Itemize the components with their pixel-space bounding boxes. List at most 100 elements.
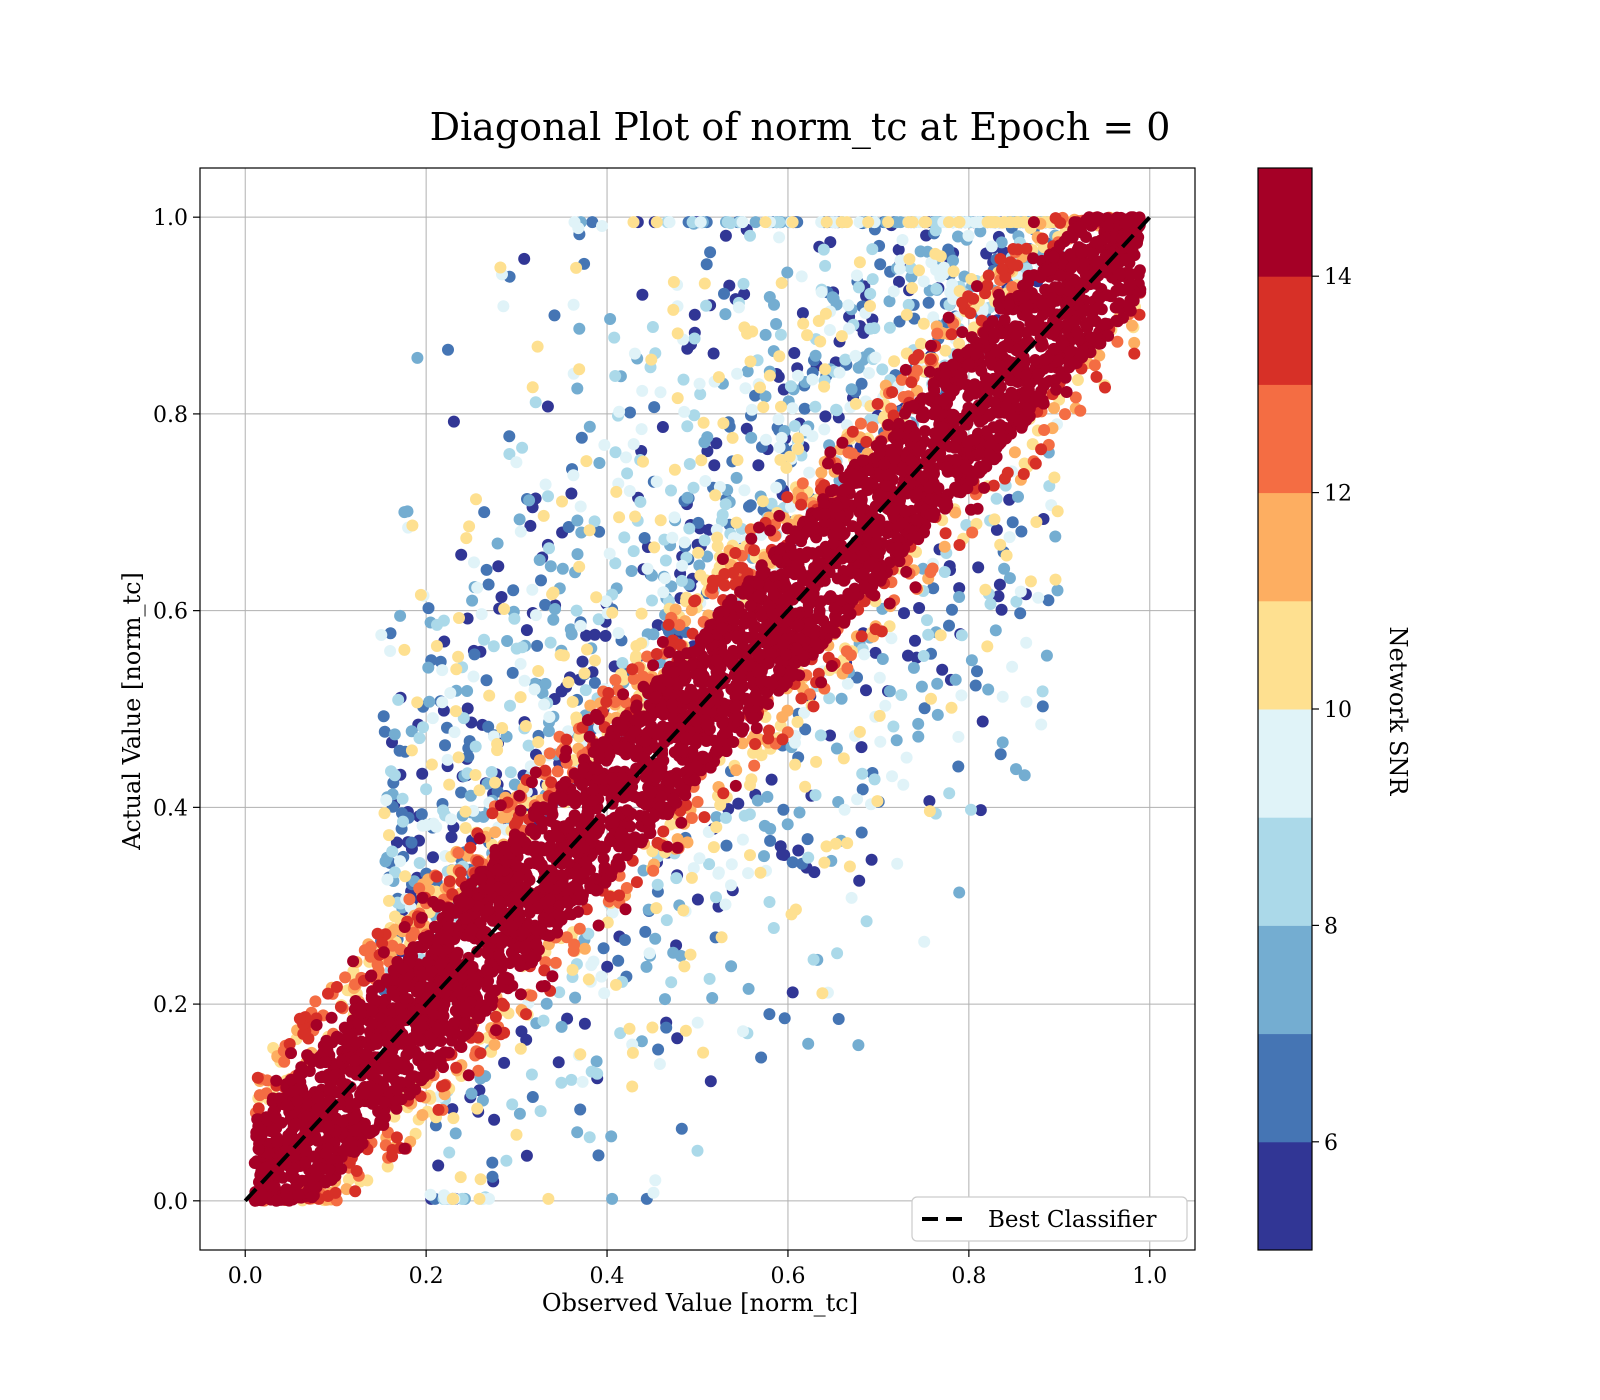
scatter-point xyxy=(1049,212,1062,225)
scatter-point xyxy=(781,266,794,279)
scatter-point xyxy=(799,723,812,736)
scatter-point xyxy=(818,856,831,869)
scatter-point xyxy=(823,324,836,336)
scatter-point xyxy=(325,1011,338,1024)
scatter-point xyxy=(1006,281,1019,293)
scatter-point xyxy=(585,959,598,972)
scatter-point xyxy=(500,1154,513,1167)
scatter-point xyxy=(858,648,871,661)
scatter-point xyxy=(1060,386,1073,398)
scatter-point xyxy=(693,852,706,865)
scatter-point xyxy=(883,321,896,334)
scatter-point xyxy=(430,640,443,652)
scatter-point xyxy=(1001,466,1014,479)
scatter-point xyxy=(411,696,424,709)
scatter-point xyxy=(447,1112,460,1125)
scatter-point xyxy=(489,1010,502,1023)
scatter-point xyxy=(994,538,1007,551)
scatter-point xyxy=(596,220,608,232)
scatter-point xyxy=(1128,347,1141,360)
scatter-point xyxy=(432,1103,445,1116)
scatter-point xyxy=(716,553,729,565)
scatter-point xyxy=(453,612,465,624)
scatter-point xyxy=(514,1042,527,1055)
scatter-point xyxy=(503,430,516,443)
scatter-point xyxy=(943,619,955,632)
scatter-point xyxy=(489,826,502,839)
scatter-point xyxy=(570,711,583,724)
scatter-point xyxy=(967,292,980,305)
scatter-point xyxy=(777,803,790,816)
scatter-point xyxy=(939,344,952,357)
scatter-point xyxy=(760,433,772,446)
scatter-point xyxy=(955,629,968,642)
scatter-point xyxy=(864,287,877,300)
scatter-point xyxy=(252,1102,265,1115)
scatter-point xyxy=(643,947,656,960)
scatter-point xyxy=(656,421,669,433)
scatter-point xyxy=(378,807,391,820)
scatter-point xyxy=(1059,408,1071,421)
scatter-point xyxy=(1051,505,1064,518)
scatter-point xyxy=(416,891,429,904)
scatter-point xyxy=(380,794,393,807)
scatter-point xyxy=(1038,424,1051,436)
scatter-point xyxy=(971,665,983,678)
scatter-point xyxy=(712,371,725,384)
scatter-point xyxy=(460,532,473,545)
scatter-point xyxy=(654,386,667,399)
scatter-point xyxy=(492,560,505,573)
scatter-point xyxy=(1049,573,1062,586)
scatter-point xyxy=(371,927,384,940)
scatter-point xyxy=(514,804,527,817)
scatter-point xyxy=(616,657,629,669)
scatter-point xyxy=(624,406,636,419)
scatter-point xyxy=(886,770,898,783)
scatter-point xyxy=(638,532,651,544)
scatter-point xyxy=(716,508,729,521)
scatter-point xyxy=(838,803,851,816)
scatter-point xyxy=(427,851,439,864)
scatter-point xyxy=(660,914,673,927)
scatter-point xyxy=(322,1190,334,1202)
scatter-point xyxy=(565,487,578,500)
scatter-point xyxy=(947,265,960,278)
scatter-point xyxy=(665,976,678,989)
scatter-point xyxy=(610,978,622,991)
scatter-point xyxy=(469,769,482,781)
scatter-point xyxy=(815,286,828,298)
scatter-point xyxy=(388,728,401,741)
scatter-point xyxy=(692,546,705,559)
scatter-point xyxy=(675,1122,688,1135)
scatter-point xyxy=(888,355,901,368)
scatter-point xyxy=(553,986,566,999)
scatter-point xyxy=(452,751,465,764)
scatter-point xyxy=(1126,319,1138,332)
scatter-point xyxy=(531,340,544,353)
scatter-point xyxy=(966,526,979,539)
scatter-point xyxy=(1040,649,1053,662)
scatter-point xyxy=(581,643,593,656)
scatter-point xyxy=(899,363,912,376)
scatter-point xyxy=(504,699,516,712)
scatter-point xyxy=(606,606,619,619)
scatter-point xyxy=(737,1025,749,1038)
scatter-point xyxy=(685,871,698,884)
scatter-point xyxy=(612,627,625,639)
scatter-point xyxy=(679,595,692,608)
scatter-point xyxy=(641,562,654,575)
scatter-point xyxy=(576,655,589,668)
scatter-point xyxy=(912,349,925,361)
scatter-point xyxy=(573,922,586,935)
scatter-point xyxy=(405,836,418,849)
scatter-point xyxy=(635,637,648,650)
scatter-point xyxy=(461,685,474,697)
scatter-point xyxy=(896,234,909,246)
scatter-point xyxy=(762,732,775,745)
plot-area: 0.0 0.2 0.4 0.6 0.8 1.0 0.00.20.40.60.81.0 xyxy=(153,167,1196,1289)
scatter-point xyxy=(883,295,896,308)
scatter-point xyxy=(480,674,493,687)
scatter-point xyxy=(626,1046,639,1059)
scatter-point xyxy=(526,381,539,394)
scatter-point xyxy=(715,931,728,944)
